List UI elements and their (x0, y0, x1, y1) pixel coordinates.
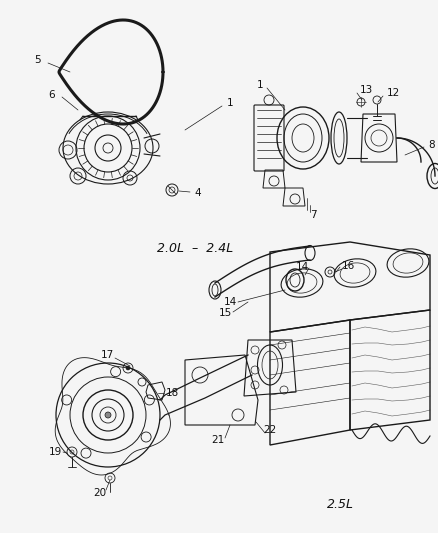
Text: 12: 12 (385, 88, 399, 98)
Text: 4: 4 (194, 188, 201, 198)
Text: 2.0L  –  2.4L: 2.0L – 2.4L (156, 241, 233, 254)
Text: 21: 21 (211, 435, 224, 445)
Text: 19: 19 (48, 447, 61, 457)
Circle shape (126, 366, 130, 370)
Text: 2.5L: 2.5L (326, 498, 353, 512)
Circle shape (105, 412, 111, 418)
Text: 14: 14 (295, 262, 308, 272)
Text: 15: 15 (218, 308, 231, 318)
Text: 1: 1 (256, 80, 263, 90)
Text: 14: 14 (223, 297, 236, 307)
Text: 8: 8 (428, 140, 434, 150)
Text: 13: 13 (359, 85, 372, 95)
Text: 22: 22 (263, 425, 276, 435)
Text: 18: 18 (165, 388, 178, 398)
Text: 7: 7 (309, 210, 316, 220)
Text: 1: 1 (226, 98, 233, 108)
Text: 20: 20 (93, 488, 106, 498)
Text: 16: 16 (341, 261, 354, 271)
Text: 5: 5 (35, 55, 41, 65)
Text: 17: 17 (100, 350, 113, 360)
Text: 6: 6 (49, 90, 55, 100)
